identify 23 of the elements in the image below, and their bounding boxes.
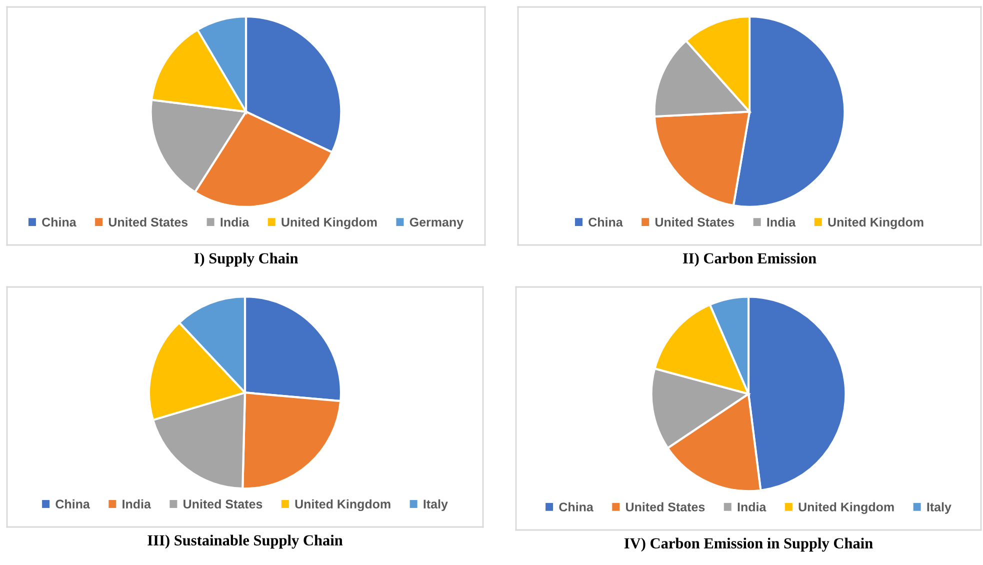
legend-label: Italy — [927, 502, 952, 514]
legend-label: United States — [626, 502, 705, 512]
legend-label: United States — [184, 499, 262, 509]
legend-label: India — [220, 217, 250, 227]
text: III) Sustainable Supply Chain — [148, 534, 343, 549]
legend-label: United States — [108, 217, 188, 227]
legend-label: China — [559, 502, 594, 512]
text: II) Carbon Emission — [682, 252, 816, 267]
text: I) Supply Chain — [194, 252, 298, 267]
legend-label: United States — [655, 217, 734, 227]
legend-label: United Kingdom — [282, 217, 377, 230]
legend-label: United Kingdom — [828, 217, 924, 230]
legend-label: China — [42, 217, 76, 227]
legend-label: India — [767, 217, 796, 227]
legend-label: Italy — [424, 499, 448, 511]
text: IV) Carbon Emission in Supply Chain — [624, 538, 873, 552]
legend-label: United Kingdom — [798, 502, 894, 514]
legend-label: India — [122, 499, 152, 509]
legend-label: Germany — [410, 218, 464, 230]
legend-label: China — [56, 499, 90, 509]
legend-label: China — [588, 217, 623, 227]
legend-label: India — [738, 502, 766, 512]
legend-label: United Kingdom — [295, 499, 390, 512]
